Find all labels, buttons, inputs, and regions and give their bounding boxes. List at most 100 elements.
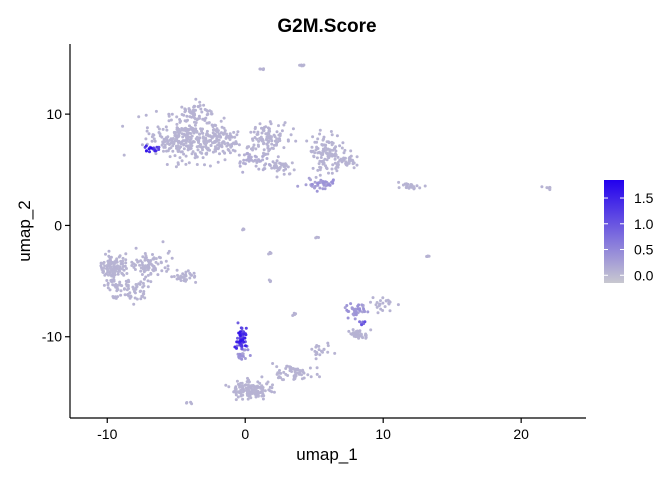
cell-point (215, 147, 218, 151)
cell-point (299, 63, 303, 67)
cell-point (196, 148, 200, 152)
cell-point (265, 142, 269, 146)
cell-point (177, 132, 181, 136)
cell-point (138, 282, 142, 286)
cell-point (257, 139, 261, 143)
cell-point (165, 128, 169, 132)
cell-point (243, 357, 247, 360)
cell-point (222, 151, 226, 155)
cell-point (320, 160, 324, 163)
cell-point (213, 123, 217, 127)
cell-point (199, 107, 203, 111)
cell-point (259, 159, 262, 163)
cell-point (218, 134, 222, 138)
cell-point (187, 107, 191, 111)
cell-point (164, 259, 168, 263)
cell-point (321, 350, 324, 354)
cell-point (190, 152, 194, 156)
cell-point (292, 377, 296, 381)
cell-point (242, 332, 246, 336)
cell-point (322, 180, 326, 184)
cell-point (123, 293, 127, 297)
cell-point (326, 147, 330, 151)
cell-point (240, 384, 244, 388)
cell-point (356, 334, 359, 338)
cell-point (245, 152, 249, 156)
cell-point (121, 124, 125, 128)
cell-point (249, 155, 253, 159)
cell-point (192, 271, 196, 275)
cell-point (278, 369, 281, 372)
cell-point (172, 130, 176, 134)
cell-point (165, 149, 168, 153)
cell-point (132, 265, 136, 269)
cell-point (236, 336, 239, 340)
cell-point (265, 157, 269, 160)
cell-point (118, 280, 122, 284)
cell-point (272, 390, 276, 394)
cell-point (271, 362, 275, 365)
cell-point (252, 130, 256, 134)
cell-point (116, 283, 120, 287)
cell-point (141, 263, 144, 267)
cell-point (256, 132, 260, 136)
cell-point (146, 273, 150, 277)
cell-point (272, 133, 276, 137)
cell-point (141, 281, 145, 285)
cell-point (264, 162, 268, 166)
cell-point (282, 123, 286, 127)
cell-point (161, 240, 165, 244)
cell-point (180, 276, 184, 279)
cell-point (207, 148, 210, 152)
cell-point (104, 252, 107, 256)
cell-point (176, 162, 180, 166)
cell-point (180, 150, 184, 154)
cell-point (175, 268, 179, 272)
cell-point (328, 154, 331, 158)
cell-point (198, 143, 202, 147)
cell-point (358, 329, 362, 333)
cell-point (145, 126, 149, 130)
cell-point (224, 136, 228, 140)
cell-point (127, 294, 131, 298)
cell-point (124, 258, 128, 262)
cell-point (189, 137, 193, 141)
cell-point (330, 171, 334, 175)
cell-point (256, 394, 260, 398)
cell-point (123, 264, 127, 268)
cell-point (168, 155, 172, 159)
cell-point (226, 134, 230, 138)
cell-point (229, 135, 233, 139)
cell-point (200, 131, 204, 135)
cell-point (317, 348, 321, 352)
cell-point (235, 340, 239, 344)
cell-point (244, 344, 247, 348)
cell-point (314, 357, 318, 361)
cell-point (375, 301, 379, 304)
cell-point (252, 388, 256, 392)
cell-point (397, 180, 401, 184)
cell-point (319, 156, 323, 159)
cell-point (358, 320, 362, 324)
cell-point (378, 302, 382, 306)
cell-point (333, 147, 337, 151)
cell-point (162, 145, 166, 149)
cell-point (352, 308, 356, 312)
cell-point (236, 395, 240, 399)
cell-point (269, 279, 273, 283)
cell-point (141, 285, 145, 289)
cell-point (222, 116, 226, 120)
cell-point (216, 160, 220, 164)
cell-point (175, 277, 179, 281)
cell-point (376, 311, 380, 315)
cell-point (384, 299, 388, 303)
cell-point (266, 152, 270, 156)
cell-point (340, 160, 344, 164)
cell-point (175, 126, 179, 130)
cell-point (360, 303, 364, 307)
cell-point (342, 151, 346, 155)
cell-point (194, 108, 197, 112)
cell-point (124, 252, 128, 256)
cell-point (180, 140, 184, 144)
